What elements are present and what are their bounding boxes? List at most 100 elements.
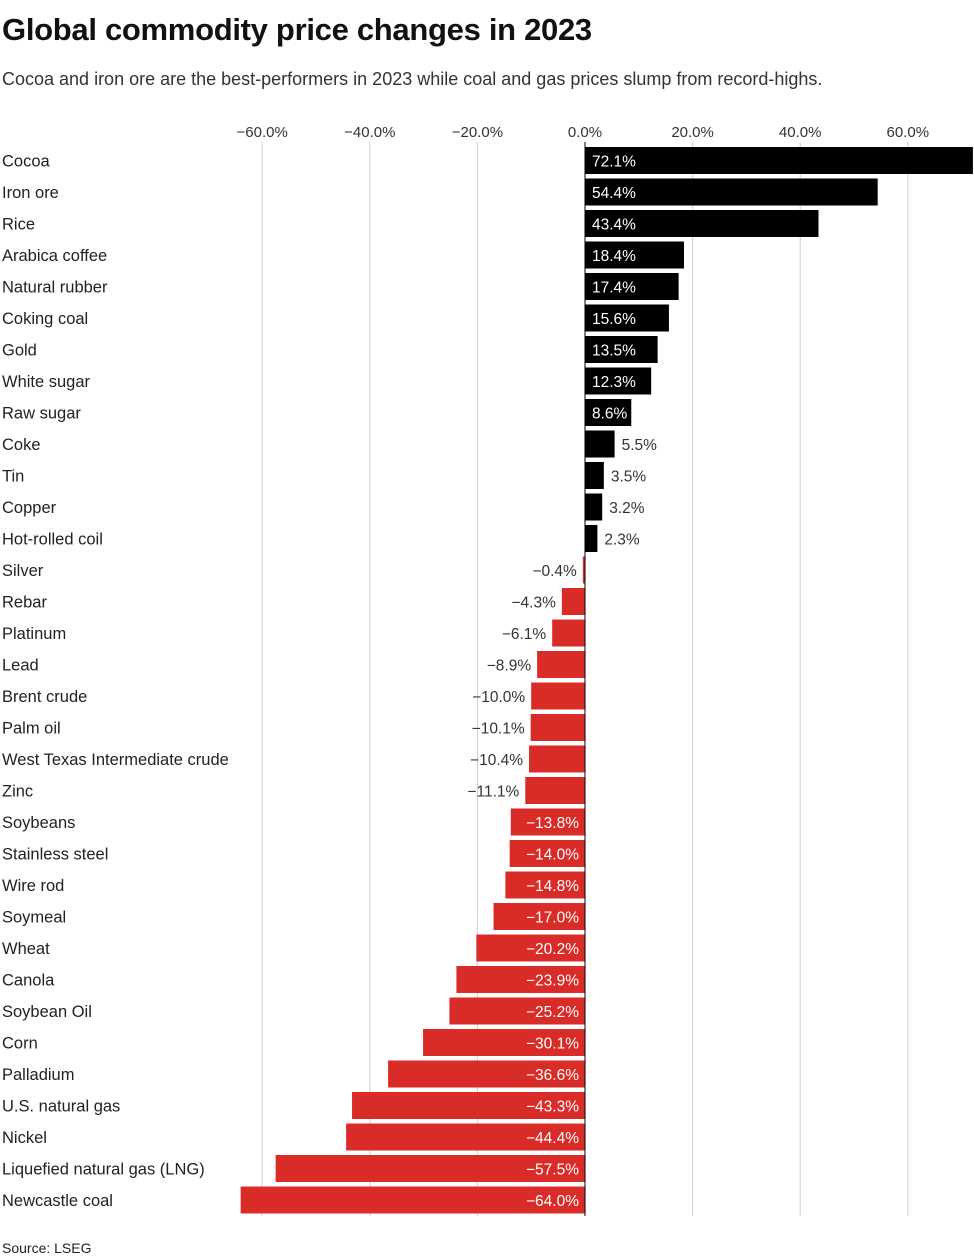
bar xyxy=(585,178,878,206)
bar xyxy=(525,777,585,804)
value-label: 18.4% xyxy=(592,248,636,265)
x-tick-label: −40.0% xyxy=(344,124,395,141)
bar xyxy=(505,871,585,899)
value-label: 43.4% xyxy=(592,217,636,234)
value-label: −11.1% xyxy=(467,784,519,801)
category-label: Lead xyxy=(2,657,39,675)
x-tick-label: 40.0% xyxy=(779,124,822,141)
category-label: Corn xyxy=(2,1035,38,1053)
bar xyxy=(530,714,585,741)
value-label: −36.6% xyxy=(526,1067,579,1084)
category-label: Soybeans xyxy=(2,814,75,832)
bar xyxy=(585,462,604,489)
category-label: Platinum xyxy=(2,625,66,643)
value-label: −14.0% xyxy=(526,847,579,864)
value-label: −44.4% xyxy=(526,1130,579,1147)
category-label: Soybean Oil xyxy=(2,1003,92,1021)
value-label: −57.5% xyxy=(526,1162,579,1179)
value-label: −30.1% xyxy=(526,1036,579,1053)
category-label: Stainless steel xyxy=(2,846,108,864)
category-label: White sugar xyxy=(2,373,91,391)
value-label: −6.1% xyxy=(502,626,547,643)
category-label: Raw sugar xyxy=(2,405,81,423)
category-label: Canola xyxy=(2,972,55,990)
bar xyxy=(585,336,658,363)
category-label: Zinc xyxy=(2,783,33,801)
bar xyxy=(423,1029,585,1056)
value-label: 54.4% xyxy=(592,185,636,202)
value-label: −43.3% xyxy=(526,1099,579,1116)
bar xyxy=(585,304,669,332)
value-label: −10.0% xyxy=(472,689,525,706)
category-label: Rebar xyxy=(2,594,47,612)
value-label: 5.5% xyxy=(622,437,658,454)
bar xyxy=(585,147,973,174)
value-label: −20.2% xyxy=(526,941,579,958)
category-label: Hot-rolled coil xyxy=(2,531,103,549)
x-tick-label: 60.0% xyxy=(887,124,930,141)
category-label: Wire rod xyxy=(2,877,64,895)
bar xyxy=(585,210,819,237)
bar xyxy=(509,840,585,867)
category-label: Wheat xyxy=(2,940,50,958)
value-label: −14.8% xyxy=(526,878,579,895)
bar xyxy=(531,682,585,710)
value-label: −13.8% xyxy=(526,815,579,832)
category-label: Rice xyxy=(2,216,35,234)
category-label: U.S. natural gas xyxy=(2,1098,120,1116)
bar xyxy=(510,808,585,836)
value-label: 15.6% xyxy=(592,311,636,328)
value-label: 3.5% xyxy=(611,469,647,486)
category-label: Palm oil xyxy=(2,720,61,738)
value-label: −10.1% xyxy=(472,721,525,738)
x-tick-label: 20.0% xyxy=(671,124,714,141)
category-label: Copper xyxy=(2,499,57,517)
bar xyxy=(388,1060,585,1088)
value-label: −17.0% xyxy=(526,910,579,927)
bar xyxy=(529,745,585,773)
x-tick-label: 0.0% xyxy=(568,124,602,141)
chart-subtitle: Cocoa and iron ore are the best-performe… xyxy=(2,69,823,89)
bar xyxy=(585,525,598,552)
x-tick-label: −20.0% xyxy=(452,124,503,141)
bar xyxy=(476,934,585,962)
bar xyxy=(585,367,652,395)
value-label: −23.9% xyxy=(526,973,579,990)
category-label: Tin xyxy=(2,468,24,486)
bar xyxy=(346,1123,585,1151)
value-label: 3.2% xyxy=(609,500,645,517)
chart-title: Global commodity price changes in 2023 xyxy=(2,12,592,47)
bar xyxy=(352,1092,585,1119)
category-label: Arabica coffee xyxy=(2,247,107,265)
bar xyxy=(240,1186,585,1214)
value-label: 17.4% xyxy=(592,280,636,297)
category-label: Cocoa xyxy=(2,153,51,171)
value-label: 8.6% xyxy=(592,406,628,423)
value-label: 72.1% xyxy=(592,154,636,171)
value-label: −4.3% xyxy=(511,595,556,612)
category-label: Palladium xyxy=(2,1066,74,1084)
category-label: Nickel xyxy=(2,1129,47,1147)
bar xyxy=(552,619,585,647)
bar xyxy=(585,430,615,458)
category-label: Gold xyxy=(2,342,37,360)
category-label: Soymeal xyxy=(2,909,66,927)
category-label: Iron ore xyxy=(2,184,59,202)
category-label: Silver xyxy=(2,562,44,580)
value-label: 13.5% xyxy=(592,343,636,360)
x-tick-label: −60.0% xyxy=(237,124,288,141)
category-label: Natural rubber xyxy=(2,279,108,297)
category-label: Liquefied natural gas (LNG) xyxy=(2,1161,205,1179)
value-label: −25.2% xyxy=(526,1004,579,1021)
bar xyxy=(456,966,585,993)
bar xyxy=(537,651,585,678)
bar xyxy=(585,273,679,300)
bar xyxy=(585,493,603,521)
value-label: 12.3% xyxy=(592,374,636,391)
category-label: Brent crude xyxy=(2,688,87,706)
category-label: Newcastle coal xyxy=(2,1192,113,1210)
category-label: Coke xyxy=(2,436,41,454)
bar xyxy=(585,399,632,426)
bar xyxy=(582,556,585,584)
